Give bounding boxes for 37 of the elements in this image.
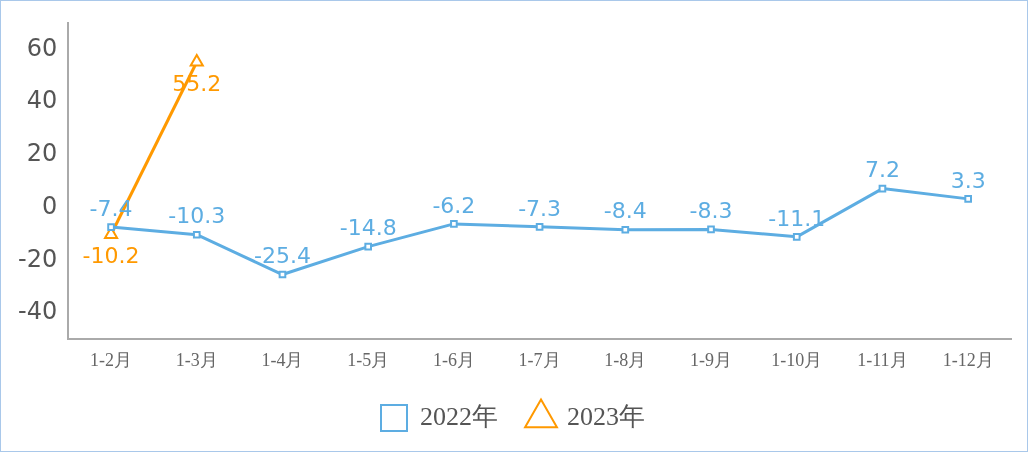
point (964, 195, 972, 203)
x-tick-label: 1-7月 (518, 349, 561, 370)
x-tick-label: 1-11月 (857, 349, 908, 370)
point (621, 225, 630, 234)
y-tick-label: 0 (41, 191, 58, 220)
y-tick-label: 60 (26, 33, 58, 62)
y-tick-label: -40 (18, 297, 58, 326)
x-tick-label: 1-3月 (175, 349, 218, 370)
x-tick-label: 1-2月 (90, 349, 133, 370)
data-label: -25.4 (254, 243, 311, 269)
y-tick-label: 20 (26, 139, 58, 168)
x-tick-label: 1-5月 (347, 349, 390, 370)
x-tick-label: 1-4月 (261, 349, 304, 370)
data-label: 7.2 (864, 157, 900, 183)
point (535, 222, 544, 231)
data-label: -10.3 (168, 203, 226, 229)
y-tick-label: 40 (26, 86, 58, 115)
legend-label: 2023年 (567, 401, 645, 431)
x-tick-label: 1-12月 (942, 349, 994, 370)
data-label: -8.3 (689, 198, 733, 224)
x-tick-label: 1-9月 (690, 349, 733, 370)
legend-label: 2022年 (420, 401, 498, 431)
data-label: -10.2 (82, 243, 140, 269)
data-label: -8.4 (603, 198, 647, 224)
x-tick-label: 1-6月 (432, 349, 475, 370)
point (707, 225, 715, 234)
x-tick-label: 1-10月 (771, 349, 823, 370)
point (192, 230, 201, 239)
point (364, 242, 373, 251)
point (450, 220, 458, 228)
data-label: -14.8 (339, 215, 397, 241)
data-label: -6.2 (432, 192, 476, 218)
data-label: 3.3 (950, 167, 986, 193)
data-label: -7.3 (518, 195, 562, 221)
x-tick-label: 1-8月 (604, 349, 647, 370)
point (792, 233, 801, 241)
y-tick-label: -20 (18, 244, 58, 273)
